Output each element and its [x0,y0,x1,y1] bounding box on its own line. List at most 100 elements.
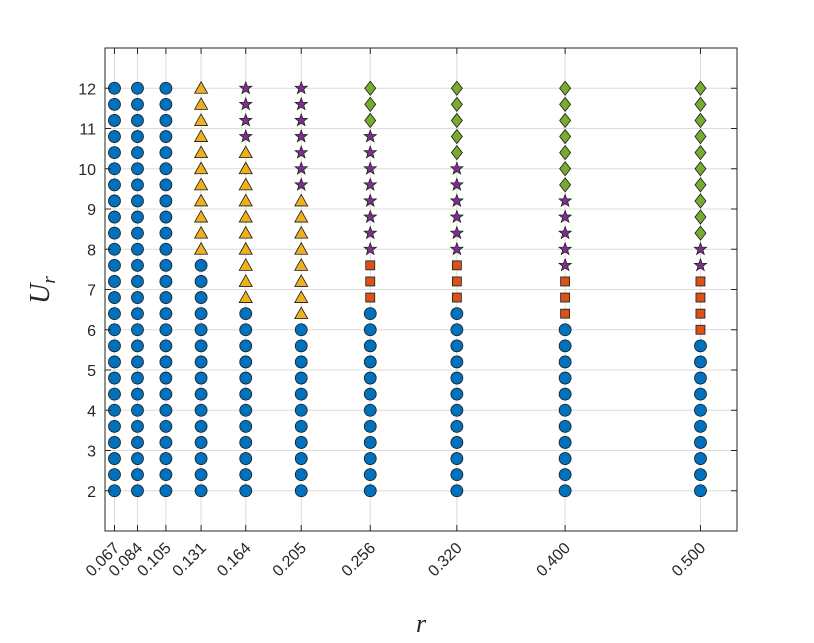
circle-marker [450,419,464,433]
circle-marker [294,436,308,449]
diamond-marker [694,177,707,193]
star-marker [693,257,708,272]
circle-marker [558,323,572,337]
circle-marker [239,339,253,353]
circle-marker [194,403,208,417]
circle-marker [239,323,253,337]
circle-marker [450,452,464,465]
triangle-marker [193,225,209,239]
diamond-marker [694,112,707,129]
diamond-marker [364,112,377,129]
triangle-marker [238,241,253,255]
circle-marker [131,97,144,111]
circle-marker [239,355,253,369]
circle-marker [450,371,464,385]
circle-marker [159,436,173,449]
circle-marker [108,146,121,160]
circle-marker [159,339,173,353]
circle-marker [558,403,572,417]
circle-marker [131,291,144,304]
circle-marker [450,307,464,321]
y-tick-label: 4 [87,403,96,420]
circle-marker [450,403,464,417]
star-marker [557,193,573,208]
circle-marker [239,307,253,321]
circle-marker [294,484,308,498]
y-axis-title-main: U [25,282,56,304]
circle-marker [131,355,144,369]
circle-marker [159,162,173,176]
circle-marker [363,339,377,353]
circle-marker [694,339,707,353]
circle-marker [694,371,707,385]
circle-marker [363,371,377,385]
circle-marker [294,339,308,353]
circle-marker [294,419,308,433]
circle-marker [159,130,173,143]
triangle-marker [238,290,253,303]
circle-marker [363,468,377,482]
diamond-marker [559,112,572,129]
circle-marker [558,387,572,401]
y-tick-label: 7 [87,283,96,300]
star-marker [363,241,378,256]
circle-marker [694,468,707,482]
circle-marker [159,194,173,208]
circle-marker [450,468,464,482]
circle-marker [194,484,208,498]
circle-marker [159,452,173,465]
circle-marker [194,436,208,449]
triangle-marker [238,258,253,271]
star-marker [294,96,309,111]
diamond-marker [559,161,572,177]
circle-marker [131,468,144,482]
diamond-marker [559,145,572,161]
circle-marker [294,468,308,482]
circle-marker [159,484,173,498]
circle-marker [108,419,121,433]
diamond-marker [694,193,707,209]
circle-marker [108,130,121,143]
circle-marker [108,210,121,224]
circle-marker [558,419,572,433]
plot-area [104,47,738,532]
star-marker [294,177,309,191]
star-marker [238,96,253,111]
y-tick-label: 5 [87,363,96,380]
circle-marker [108,178,121,192]
circle-marker [450,339,464,353]
diamond-marker [694,96,707,112]
star-marker [294,145,309,159]
star-marker [238,112,253,127]
triangle-marker [294,209,309,223]
circle-marker [131,210,144,224]
circle-marker [131,114,144,127]
circle-marker [239,387,253,401]
y-tick-label: 10 [78,162,96,179]
triangle-marker [294,241,309,255]
circle-marker [159,291,173,304]
star-marker [363,129,378,143]
triangle-marker [238,193,253,207]
circle-marker [159,210,173,224]
circle-marker [294,387,308,401]
y-tick-label: 6 [87,323,96,340]
circle-marker [694,436,707,449]
x-axis-title: r [416,609,427,638]
square-marker [451,260,462,271]
circle-marker [131,162,144,176]
circle-marker [131,452,144,465]
circle-marker [363,436,377,449]
circle-marker [131,275,144,288]
circle-marker [108,114,121,127]
circle-marker [108,468,121,482]
circle-marker [450,323,464,337]
circle-marker [131,194,144,208]
square-marker [695,324,706,335]
triangle-marker [294,225,309,239]
circle-marker [108,194,121,208]
square-marker [365,260,376,271]
circle-marker [131,146,144,160]
circle-marker [558,468,572,482]
star-marker [238,129,253,143]
